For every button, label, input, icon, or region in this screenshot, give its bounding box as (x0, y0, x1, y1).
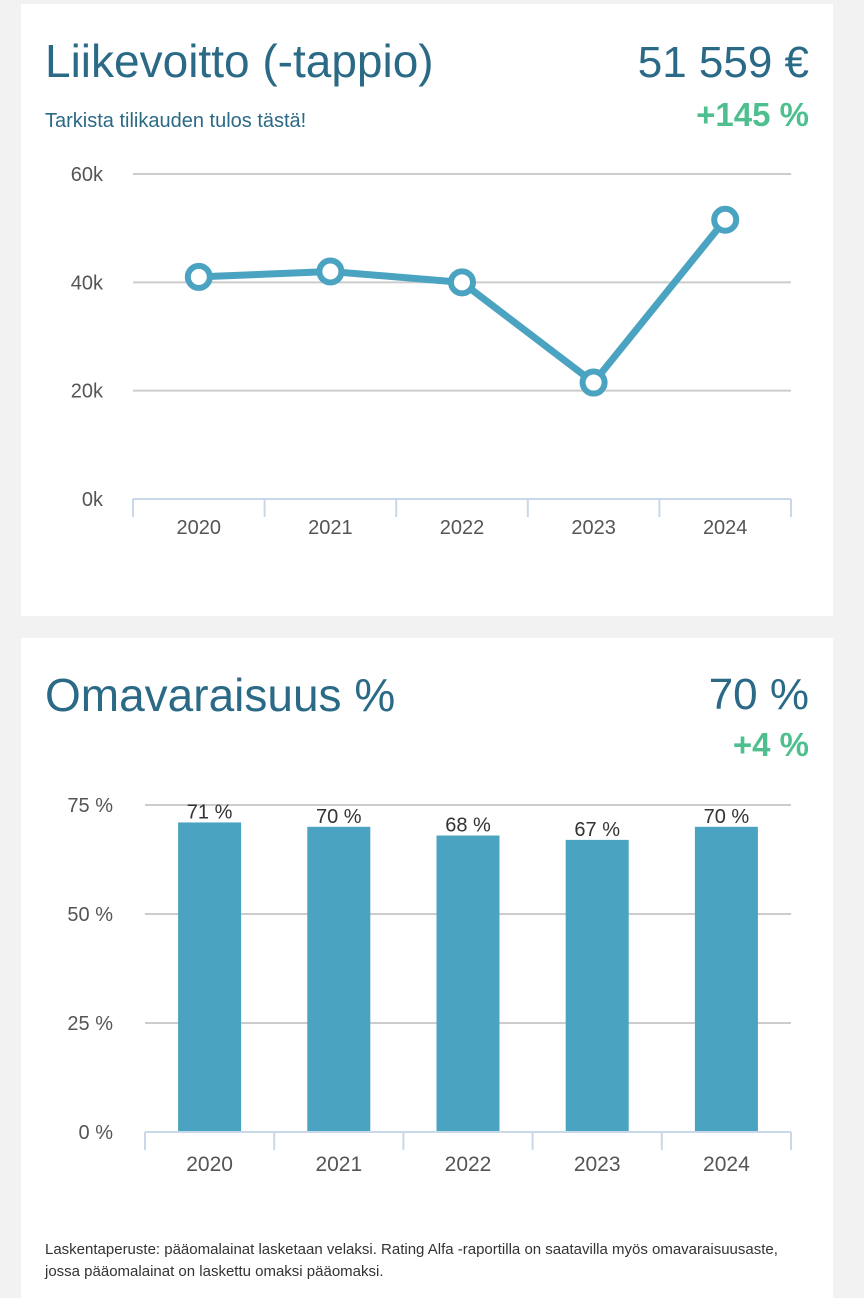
y-tick-label: 0 % (79, 1122, 114, 1144)
x-tick-label: 2021 (308, 517, 353, 539)
profit-title: Liikevoitto (-tappio) (45, 35, 434, 87)
y-tick-label: 60k (71, 164, 104, 186)
x-tick-label: 2020 (186, 1153, 233, 1176)
bar-data-label: 70 % (316, 806, 362, 828)
data-point (448, 268, 476, 297)
profit-line-chart: 0k 20k 40k 60k 2020 2021 2022 2023 2024 (71, 164, 792, 539)
equity-value: 70 % (708, 670, 809, 719)
x-tick-label: 2022 (445, 1153, 492, 1176)
bar-data-label: 70 % (704, 806, 750, 828)
equity-title: Omavaraisuus % (45, 669, 396, 721)
x-tick-label: 2022 (440, 517, 485, 539)
equity-bar (565, 839, 629, 1132)
bar-data-label: 71 % (187, 801, 233, 823)
equity-bar (436, 835, 500, 1132)
equity-bar (307, 826, 371, 1132)
equity-change: +4 % (732, 726, 809, 763)
profit-value: 51 559 € (637, 38, 809, 87)
check-result-link[interactable]: Tarkista tilikauden tulos tästä! (45, 110, 307, 132)
data-point (184, 262, 213, 291)
bar-data-label: 67 % (574, 819, 620, 841)
y-tick-label: 20k (71, 381, 104, 403)
data-point (579, 368, 608, 397)
y-tick-label: 25 % (67, 1013, 113, 1035)
equity-card: Omavaraisuus % 70 % +4 % 0 % 25 % 50 % 75 %… (21, 638, 833, 1298)
y-tick-label: 75 % (67, 795, 113, 817)
x-tick-label: 2024 (703, 1153, 750, 1176)
profit-change: +145 % (696, 96, 809, 133)
data-point (316, 257, 345, 286)
calculation-footnote: Laskentaperuste: pääomalainat lasketaan … (45, 1241, 778, 1280)
y-tick-label: 0k (82, 489, 104, 511)
equity-bar (178, 822, 242, 1132)
equity-bar (694, 826, 758, 1132)
x-tick-label: 2024 (703, 517, 748, 539)
profit-series-line (195, 216, 729, 387)
data-point (711, 205, 740, 234)
bar-data-label: 68 % (445, 815, 491, 837)
x-tick-label: 2020 (177, 517, 222, 539)
x-tick-label: 2023 (574, 1153, 621, 1176)
profit-card: Liikevoitto (-tappio) 51 559 € Tarkista … (21, 4, 833, 616)
x-tick-label: 2023 (571, 517, 616, 539)
equity-bar-chart: 0 % 25 % 50 % 75 % 71 % 70 % 68 % 67 % 70 % 2020 2… (67, 795, 792, 1176)
y-tick-label: 40k (71, 272, 104, 294)
x-tick-label: 2021 (315, 1153, 362, 1176)
y-tick-label: 50 % (67, 904, 113, 926)
